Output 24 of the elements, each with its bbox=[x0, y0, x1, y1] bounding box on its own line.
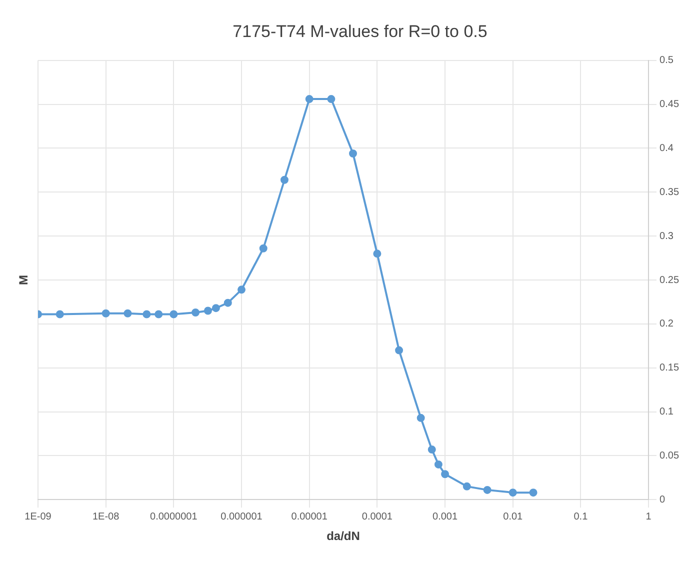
y-tick-label: 0.45 bbox=[660, 99, 680, 110]
y-tick-label: 0.05 bbox=[660, 450, 680, 462]
y-tick-label: 0 bbox=[660, 494, 666, 506]
x-tick-label: 1 bbox=[646, 511, 652, 522]
x-tick-label: 1E-08 bbox=[92, 511, 120, 522]
x-tick-label: 0.00001 bbox=[291, 511, 328, 522]
y-tick-label: 0.2 bbox=[660, 318, 674, 330]
x-tick-label: 0.0000001 bbox=[150, 511, 198, 522]
y-tick-label: 0.15 bbox=[660, 362, 680, 374]
x-tick-label: 1E-09 bbox=[24, 511, 52, 522]
x-tick-label: 0.000001 bbox=[220, 511, 263, 522]
x-tick-label: 0.1 bbox=[574, 511, 588, 522]
y-axis-title: M bbox=[16, 275, 30, 285]
y-tick-label: 0.35 bbox=[660, 186, 680, 198]
x-tick-label: 0.001 bbox=[432, 511, 458, 522]
y-tick-label: 0.3 bbox=[660, 230, 674, 242]
y-tick-label: 0.25 bbox=[660, 274, 680, 286]
y-tick-label: 0.1 bbox=[660, 406, 674, 418]
y-tick-label: 0.4 bbox=[660, 142, 674, 154]
x-axis-title: da/dN bbox=[326, 529, 360, 544]
x-tick-label: 0.01 bbox=[503, 511, 524, 522]
x-tick-label: 0.0001 bbox=[362, 511, 393, 522]
chart-title: 7175-T74 M-values for R=0 to 0.5 bbox=[232, 22, 488, 41]
y-tick-label: 0.5 bbox=[660, 55, 674, 66]
